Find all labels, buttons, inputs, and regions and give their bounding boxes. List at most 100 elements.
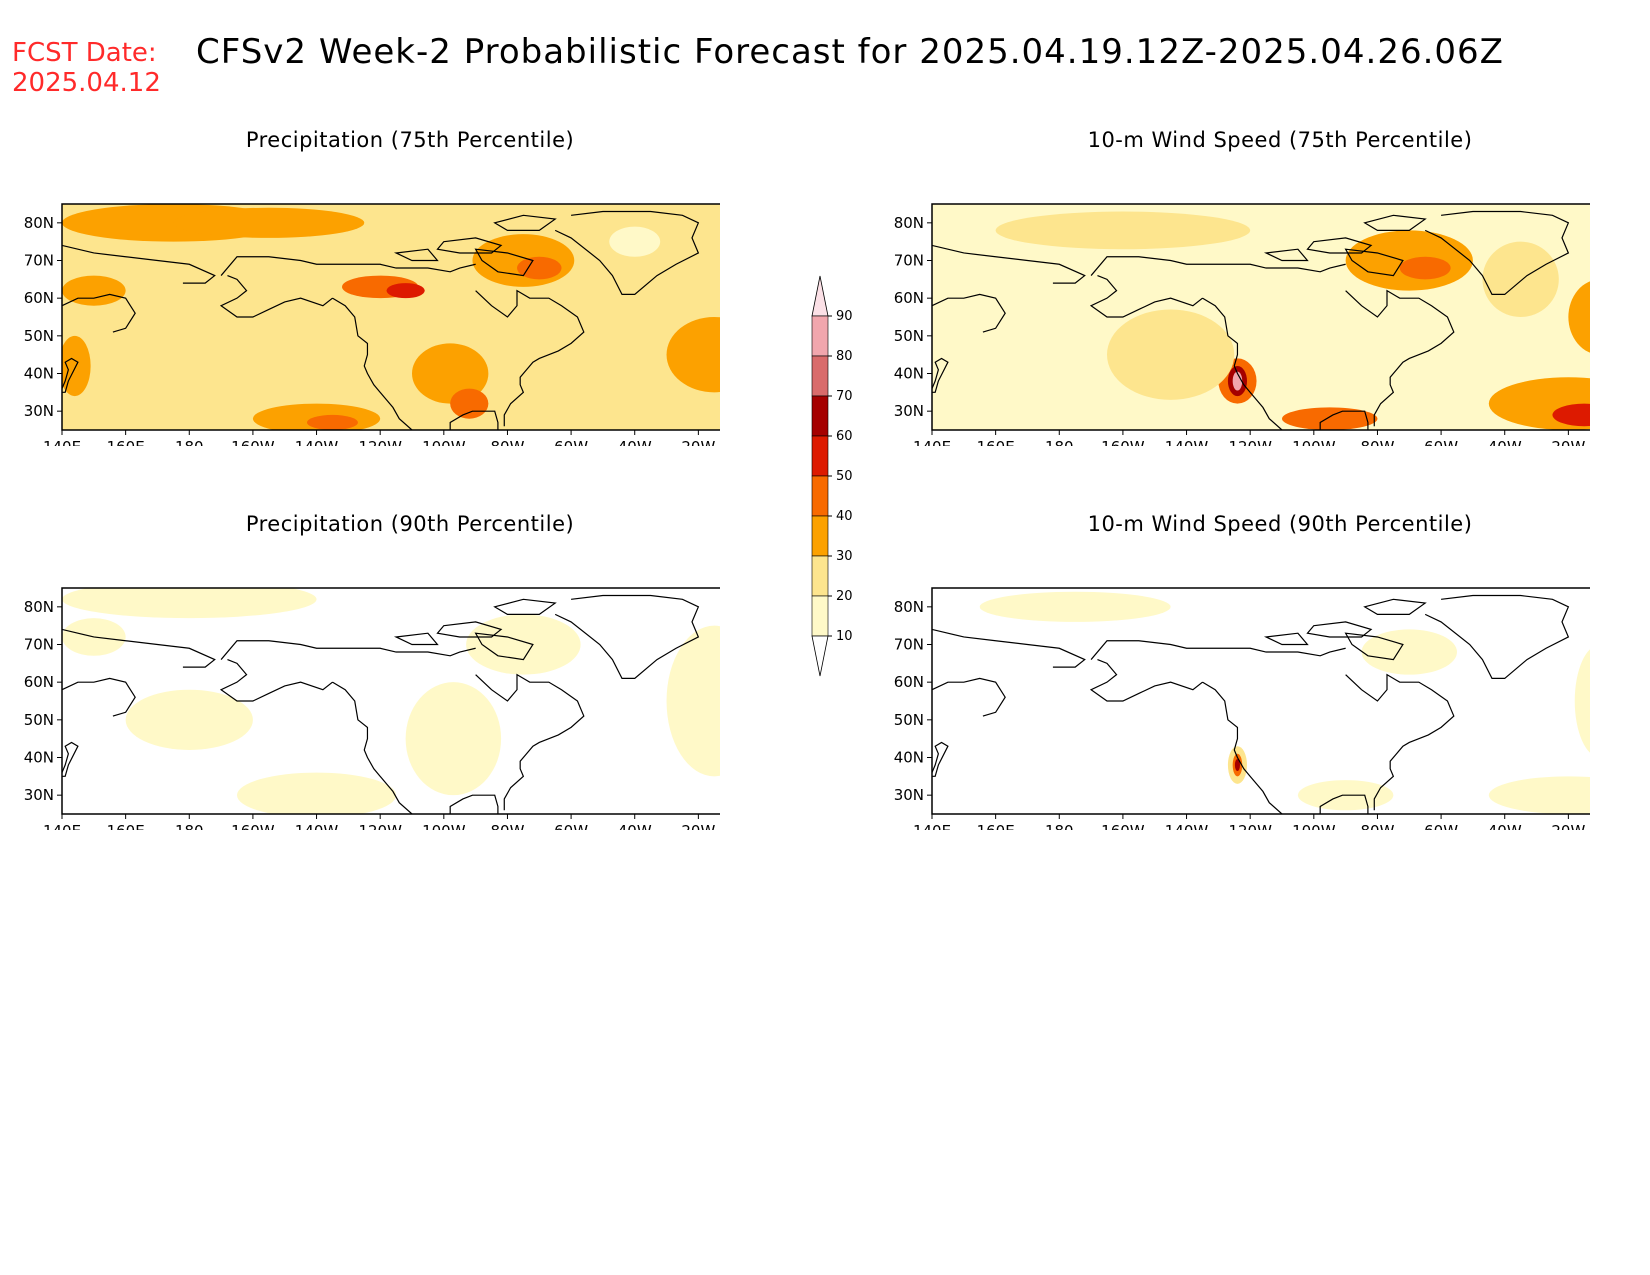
lat-tick-label: 80N — [894, 214, 924, 232]
probability-area — [386, 283, 425, 299]
lon-tick-label: 140W — [1165, 822, 1209, 830]
probability-area — [517, 256, 562, 280]
colorbar-label: 70 — [836, 389, 853, 404]
coastline — [219, 275, 333, 318]
coastline — [1090, 640, 1346, 660]
lon-tick-label: 120W — [358, 438, 402, 446]
lat-tick-label: 50N — [24, 711, 54, 729]
panel-title: 10-m Wind Speed (75th Percentile) — [1087, 128, 1473, 152]
probability-area — [466, 614, 581, 675]
lon-tick-label: 140E — [43, 438, 81, 446]
lon-tick-label: 60W — [554, 438, 588, 446]
coastline — [220, 256, 476, 276]
colorbar-bottom-arrow — [811, 635, 829, 677]
coastline — [449, 410, 499, 430]
coastline — [932, 293, 1006, 333]
probability-area — [666, 317, 720, 393]
coastline — [332, 297, 413, 430]
lat-tick-label: 30N — [24, 402, 54, 420]
lat-tick-label: 40N — [894, 749, 924, 767]
colorbar-swatch — [811, 595, 829, 637]
lon-tick-label: 180 — [175, 438, 204, 446]
colorbar-top-arrow — [811, 275, 829, 317]
probability-area — [979, 591, 1171, 622]
coastline — [475, 289, 585, 427]
lon-tick-label: 100W — [1292, 438, 1336, 446]
island-outline — [436, 621, 503, 638]
colorbar-swatch — [811, 555, 829, 597]
island-outline — [474, 248, 534, 277]
lon-tick-label: 120W — [358, 822, 402, 830]
coastline — [1319, 794, 1369, 814]
lon-tick-label: 160E — [107, 822, 145, 830]
lon-tick-label: 20W — [1551, 438, 1585, 446]
lon-tick-label: 180 — [175, 822, 204, 830]
probability-area — [1234, 759, 1240, 772]
island-outline — [1263, 248, 1309, 262]
coastline — [62, 741, 79, 777]
coastline — [62, 244, 216, 284]
probability-area — [237, 772, 397, 814]
lon-tick-label: 120W — [1228, 822, 1272, 830]
lon-tick-label: 140E — [43, 822, 81, 830]
probability-area — [609, 226, 661, 257]
island-outline — [493, 598, 557, 615]
coastline — [932, 357, 949, 393]
coastline — [554, 594, 700, 679]
island-outline — [1306, 621, 1373, 638]
coastlines — [932, 210, 1570, 430]
map-precip-75: 80N 70N 60N 50N 40N 30N 140E 160E 180 160W 140W 120… — [24, 203, 720, 446]
lon-tick-label: 160W — [1101, 822, 1145, 830]
coastline — [62, 293, 136, 333]
lon-tick-label: 60W — [1424, 438, 1458, 446]
island-outline — [1344, 632, 1404, 661]
island-outline — [1263, 632, 1309, 646]
probability-area — [125, 689, 253, 750]
lon-tick-label: 60W — [1424, 822, 1458, 830]
lon-tick-label: 140E — [913, 822, 951, 830]
probability-area — [666, 625, 720, 777]
probability-area — [1399, 256, 1451, 280]
lat-tick-label: 50N — [894, 711, 924, 729]
island-outline — [1306, 237, 1373, 254]
lat-tick-label: 60N — [24, 673, 54, 691]
coastline — [475, 673, 585, 811]
lon-tick-label: 60W — [554, 822, 588, 830]
colorbar: 90 80 70 60 50 40 30 20 10 — [811, 275, 853, 677]
coastline — [62, 628, 216, 668]
map-wind-90: 80N 70N 60N 50N 40N 30N 140E 160E 180 160W 140W 120… — [894, 587, 1590, 830]
lon-tick-label: 120W — [1228, 438, 1272, 446]
probability-area — [450, 388, 489, 419]
map-field — [62, 588, 720, 814]
lon-tick-label: 140E — [913, 438, 951, 446]
colorbar-swatch — [811, 515, 829, 557]
probability-area — [1107, 309, 1235, 400]
plot-frame — [931, 203, 1590, 431]
lat-tick-label: 70N — [24, 252, 54, 270]
plot-frame — [61, 587, 720, 815]
lon-tick-label: 40W — [1488, 438, 1522, 446]
probability-area — [62, 588, 317, 619]
coastline — [1202, 681, 1283, 814]
lon-tick-label: 20W — [681, 822, 715, 830]
lon-tick-label: 140W — [1165, 438, 1209, 446]
lon-tick-label: 160E — [977, 438, 1015, 446]
colorbar-label: 40 — [836, 509, 853, 524]
lat-tick-label: 30N — [24, 786, 54, 804]
coastline — [1202, 297, 1283, 430]
lon-tick-label: 80W — [490, 438, 524, 446]
coastline — [1089, 659, 1203, 702]
panel-title: Precipitation (75th Percentile) — [245, 128, 575, 152]
colorbar-label: 30 — [836, 549, 853, 564]
probability-area — [1574, 649, 1590, 753]
colorbar-swatch — [811, 395, 829, 437]
lat-tick-label: 30N — [894, 786, 924, 804]
lon-tick-label: 20W — [1551, 822, 1585, 830]
panel-precip-75: Precipitation (75th Percentile) 80N 70N 60… — [0, 128, 720, 458]
panel-wind-75: 10-m Wind Speed (75th Percentile) 80N 70N… — [870, 128, 1590, 458]
probability-area — [1232, 371, 1243, 391]
coastline — [1089, 275, 1203, 318]
lat-tick-label: 60N — [24, 289, 54, 307]
lat-tick-label: 30N — [894, 402, 924, 420]
lon-tick-label: 100W — [422, 822, 466, 830]
